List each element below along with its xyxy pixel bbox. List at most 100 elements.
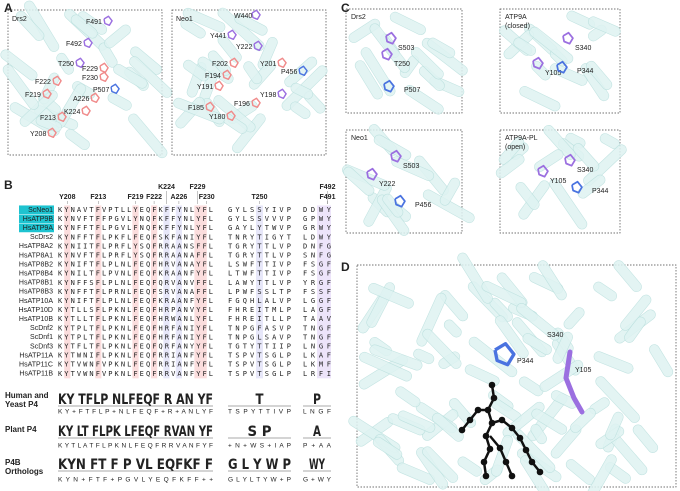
helix <box>519 86 561 112</box>
helix <box>565 459 596 485</box>
helix <box>56 52 75 75</box>
consensus: K Y T L A T F L P K N L F E Q F R R V A … <box>58 443 213 450</box>
consensus: K Y N + F T F + P G V L Y E Q F K F F + … <box>58 477 213 484</box>
residue-header: F213 <box>90 194 106 201</box>
helix <box>129 56 173 98</box>
sequence-block: GYLSSVVVP <box>228 215 291 223</box>
helix <box>397 410 436 433</box>
helix <box>432 412 464 442</box>
lipid-bond <box>482 384 496 477</box>
sequence-block: TNPGLSAVP <box>228 333 291 341</box>
helix <box>422 446 459 483</box>
helix <box>457 456 483 477</box>
column-highlight <box>64 205 71 379</box>
sequence-name: ScDnf1 <box>30 334 53 341</box>
name-highlight <box>19 205 54 215</box>
helix <box>522 333 552 355</box>
sequence-block: KYNIFTFLPLNLFEQFHRVANAYFL <box>58 261 213 269</box>
residue-label: Y180 <box>209 114 225 121</box>
sequence-block: KYTFLTFLPKNLFEQFQRFANYYFL <box>58 343 213 351</box>
residue-label: F185 <box>188 105 204 112</box>
column-highlight <box>324 205 331 379</box>
consensus: L N G F <box>303 409 331 416</box>
sequence-name: ScDnf2 <box>30 325 53 332</box>
residue-stick <box>110 83 120 95</box>
panel-box <box>499 8 621 114</box>
panel-box <box>499 129 621 234</box>
residue-label: S340 <box>575 45 591 52</box>
sequence-name: HsATP8B4 <box>19 271 53 278</box>
column-highlight <box>95 205 102 379</box>
residue-stick <box>390 149 402 163</box>
residue-label: Y105 <box>550 178 566 185</box>
panel-title: ATP9A-PL <box>505 135 538 142</box>
sequence-block: KYNAVTFVPTLLYEQFKFFYNLYFL <box>58 206 213 214</box>
lipid-bond <box>491 418 541 473</box>
residue-stick <box>564 153 576 167</box>
structure <box>348 252 674 491</box>
helix <box>530 423 547 445</box>
sequence-name: HsATP10B <box>19 316 53 323</box>
sequence-block: LPWFSSLTP <box>228 288 291 296</box>
sequence-logo: T <box>256 392 264 408</box>
lipid-bond <box>461 408 488 431</box>
helix <box>587 16 621 37</box>
lipid-bond <box>489 435 514 477</box>
residue-stick <box>229 57 239 69</box>
structure <box>0 0 173 159</box>
consensus: K Y + F T F L P + N L F E Q F + R + A N … <box>58 409 213 416</box>
helix <box>595 376 640 423</box>
column-highlight <box>317 205 324 379</box>
residue-label: Y198 <box>260 92 276 99</box>
sequence-block: KYNIFTFLPLNLFEQFKRAANFYFL <box>58 297 213 305</box>
helix <box>368 282 414 309</box>
residue-header: A226 <box>171 194 188 201</box>
sequence-logo: KY LT FLPK LFEQF RVAN YF <box>58 424 213 440</box>
sequence-name: HsATP10A <box>19 298 53 305</box>
residue-label: Y222 <box>379 181 395 188</box>
helix <box>395 386 421 408</box>
panel-label: D <box>341 260 350 274</box>
sequence-block: TGRYTTLVP <box>228 252 291 260</box>
sequence-logo: WY <box>309 457 326 473</box>
residue-label: S340 <box>547 332 563 339</box>
residue-label: Y201 <box>260 61 276 68</box>
residue-label: K224 <box>64 109 80 116</box>
residue-label: S340 <box>577 167 593 174</box>
helix <box>343 166 375 196</box>
helix <box>515 182 540 210</box>
residue-label: Y222 <box>236 44 252 51</box>
structure <box>173 7 328 154</box>
panel-box <box>171 9 327 156</box>
sequence-block: TSPVTSGLP <box>228 352 291 360</box>
sequence-name: HsATP8B3 <box>19 289 53 296</box>
residue-label: F229 <box>82 66 98 73</box>
residue-header: F491 <box>320 194 336 201</box>
sequence-block: TSPVTSGLP <box>228 370 291 378</box>
sequence-block: FHREITLLP <box>228 315 291 323</box>
helix <box>513 37 537 56</box>
residue-stick <box>562 31 574 45</box>
panel-label: A <box>4 1 13 15</box>
residue-label: F213 <box>40 115 56 122</box>
residue-header: F492 <box>320 184 336 191</box>
sequence-block: KYTWNIFLPKNLFEQFRRIANFYFL <box>58 352 213 360</box>
consensus: T S P Y T T I V P <box>228 409 291 416</box>
panel-box <box>345 8 463 114</box>
residue-label: A226 <box>73 96 89 103</box>
sequence-block: FHREITMLP <box>228 306 291 314</box>
helix <box>593 281 618 302</box>
sequence-name: HsATP8B1 <box>19 280 53 287</box>
helix <box>183 59 210 82</box>
residue-stick <box>227 29 237 41</box>
helix <box>537 260 567 301</box>
helix <box>182 7 226 33</box>
sequence-logo: S P <box>248 424 272 440</box>
residue-stick <box>532 56 544 70</box>
sequence-block: KYTPLTFLPKNLFEQFHRFANIYFL <box>58 333 213 341</box>
residue-label: T250 <box>58 61 74 68</box>
residue-stick <box>226 110 236 122</box>
helix <box>65 128 90 151</box>
